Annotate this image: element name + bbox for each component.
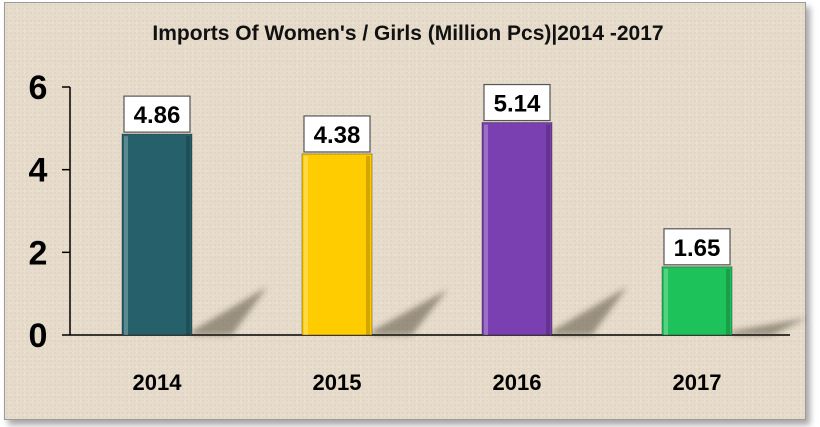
bar-shadow: [372, 289, 447, 335]
x-axis: 2014 2015 2016 2017: [133, 370, 722, 395]
x-tick-label: 2016: [493, 370, 542, 395]
data-label: 1.65: [674, 235, 721, 262]
bar-highlight: [304, 155, 308, 335]
bar-highlight: [484, 124, 488, 336]
bar-shadow: [732, 317, 807, 335]
y-tick-label: 4: [29, 152, 48, 190]
data-label: 4.86: [134, 102, 181, 129]
chart-title: Imports Of Women's / Girls (Million Pcs)…: [152, 22, 663, 45]
data-label-box: [483, 83, 551, 122]
bar-shade: [366, 155, 370, 335]
data-label-box: [123, 95, 191, 133]
x-tick-label: 2015: [313, 370, 362, 395]
y-tick-label: 2: [29, 234, 48, 272]
bars: [121, 122, 733, 336]
bar-2016: [481, 122, 553, 336]
x-tick-label: 2014: [133, 370, 183, 395]
bar-2014: [121, 133, 193, 336]
bar-2017: [661, 266, 733, 336]
data-label: 4.38: [314, 122, 361, 149]
bar-highlight: [664, 268, 668, 335]
bar-shade: [546, 124, 550, 336]
data-labels: 4.86 4.38 5.14 1.65: [123, 83, 731, 266]
bar-2015: [301, 153, 373, 336]
data-label: 5.14: [494, 91, 541, 118]
bar-shade: [186, 136, 190, 335]
bar-highlight: [124, 136, 128, 335]
bar-shadow: [552, 287, 627, 335]
y-tick-label: 0: [29, 317, 48, 355]
chart-background: [4, 2, 806, 420]
bar-shadow: [192, 287, 267, 335]
data-label-box: [303, 115, 371, 153]
data-label-box: [663, 228, 731, 266]
x-tick-label: 2017: [673, 370, 722, 395]
bar-shade: [726, 268, 730, 335]
y-tick-label: 6: [29, 69, 48, 107]
bar-shadows: [192, 287, 807, 335]
